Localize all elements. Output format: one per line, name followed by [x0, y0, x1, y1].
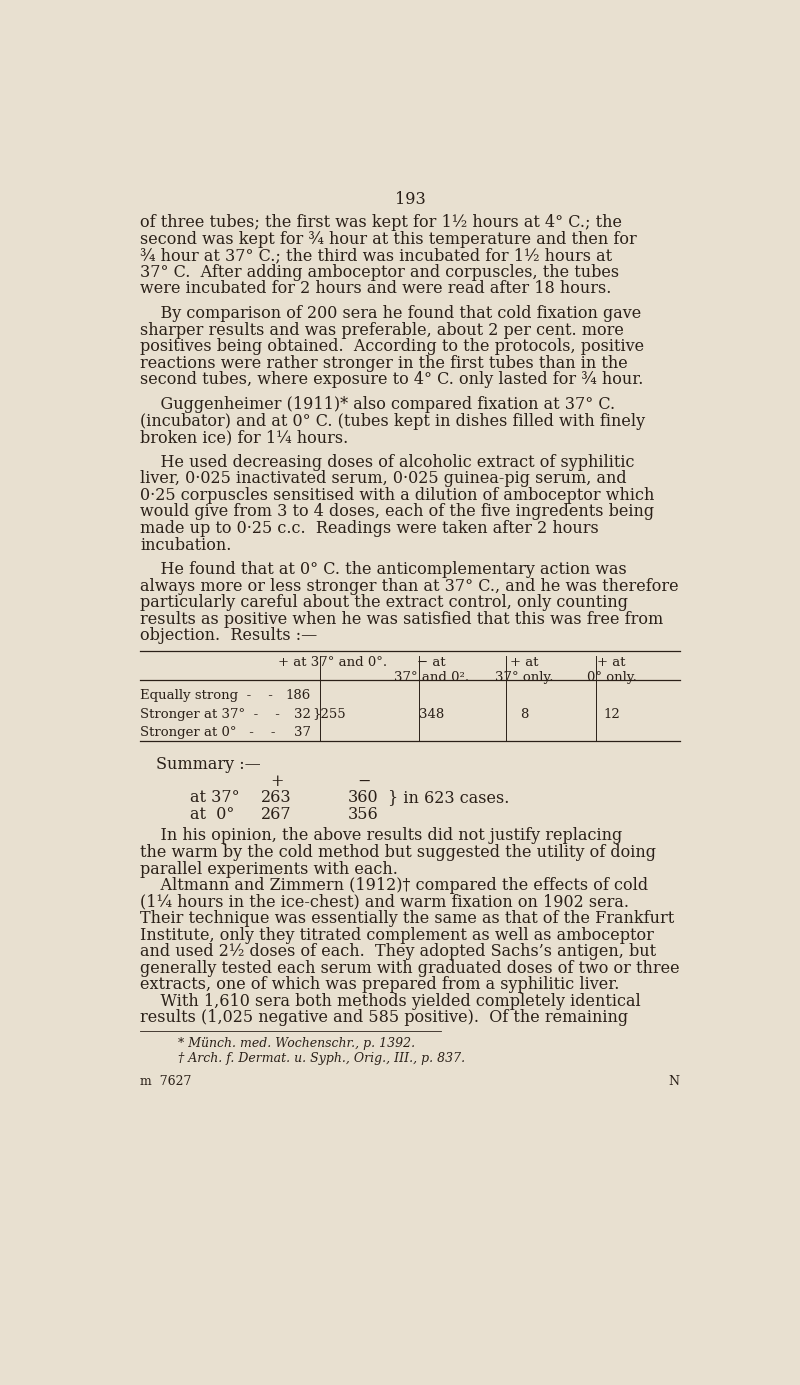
Text: 37° C.  After adding amboceptor and corpuscles, the tubes: 37° C. After adding amboceptor and corpu…: [140, 263, 619, 281]
Text: N: N: [669, 1075, 680, 1089]
Text: 0° only.: 0° only.: [586, 672, 637, 684]
Text: m  7627: m 7627: [140, 1075, 192, 1089]
Text: 37° and 0².: 37° and 0².: [394, 672, 470, 684]
Text: parallel experiments with each.: parallel experiments with each.: [140, 860, 398, 878]
Text: of three tubes; the first was kept for 1½ hours at 4° C.; the: of three tubes; the first was kept for 1…: [140, 215, 622, 231]
Text: second tubes, where exposure to 4° C. only lasted for ¾ hour.: second tubes, where exposure to 4° C. on…: [140, 371, 644, 388]
Text: generally tested each serum with graduated doses of two or three: generally tested each serum with graduat…: [140, 960, 680, 976]
Text: at  0°: at 0°: [190, 806, 234, 823]
Text: Stronger at 37°  -    -: Stronger at 37° - -: [140, 708, 280, 720]
Text: In his opinion, the above results did not justify replacing: In his opinion, the above results did no…: [140, 827, 622, 845]
Text: sharper results and was preferable, about 2 per cent. more: sharper results and was preferable, abou…: [140, 321, 624, 339]
Text: positives being obtained.  According to the protocols, positive: positives being obtained. According to t…: [140, 338, 645, 355]
Text: + at: + at: [510, 656, 539, 669]
Text: extracts, one of which was prepared from a syphilitic liver.: extracts, one of which was prepared from…: [140, 976, 620, 993]
Text: }255: }255: [313, 708, 346, 720]
Text: } in 623 cases.: } in 623 cases.: [388, 789, 510, 806]
Text: always more or less stronger than at 37° C., and he was therefore: always more or less stronger than at 37°…: [140, 578, 679, 594]
Text: + at: + at: [598, 656, 626, 669]
Text: 37: 37: [294, 726, 310, 738]
Text: 32: 32: [294, 708, 310, 720]
Text: made up to 0·25 c.c.  Readings were taken after 2 hours: made up to 0·25 c.c. Readings were taken…: [140, 519, 599, 537]
Text: * Münch. med. Wochenschr., p. 1392.: * Münch. med. Wochenschr., p. 1392.: [178, 1036, 414, 1050]
Text: + at 37° and 0°.: + at 37° and 0°.: [278, 656, 387, 669]
Text: (1¼ hours in the ice-chest) and warm fixation on 1902 sera.: (1¼ hours in the ice-chest) and warm fix…: [140, 893, 630, 910]
Text: 348: 348: [419, 708, 444, 720]
Text: +: +: [270, 773, 283, 789]
Text: results as positive when he was satisfied that this was free from: results as positive when he was satisfie…: [140, 611, 663, 627]
Text: With 1,610 sera both methods yielded completely identical: With 1,610 sera both methods yielded com…: [140, 993, 641, 1010]
Text: Summary :—: Summary :—: [156, 756, 261, 773]
Text: Equally strong  -    -: Equally strong - -: [140, 690, 273, 702]
Text: Stronger at 0°   -    -: Stronger at 0° - -: [140, 726, 276, 738]
Text: second was kept for ¾ hour at this temperature and then for: second was kept for ¾ hour at this tempe…: [140, 231, 637, 248]
Text: 0·25 corpuscles sensitised with a dilution of amboceptor which: 0·25 corpuscles sensitised with a diluti…: [140, 488, 654, 504]
Text: 263: 263: [262, 789, 292, 806]
Text: the warm by the cold method but suggested the utility of doing: the warm by the cold method but suggeste…: [140, 843, 656, 861]
Text: 356: 356: [348, 806, 379, 823]
Text: at 37°: at 37°: [190, 789, 239, 806]
Text: −: −: [357, 773, 370, 789]
Text: results (1,025 negative and 585 positive).  Of the remaining: results (1,025 negative and 585 positive…: [140, 1010, 629, 1026]
Text: 193: 193: [394, 191, 426, 208]
Text: liver, 0·025 inactivated serum, 0·025 guinea-pig serum, and: liver, 0·025 inactivated serum, 0·025 gu…: [140, 471, 627, 488]
Text: Their technique was essentially the same as that of the Frankfurt: Their technique was essentially the same…: [140, 910, 674, 927]
Text: He found that at 0° C. the anticomplementary action was: He found that at 0° C. the anticomplemen…: [140, 561, 627, 579]
Text: particularly careful about the extract control, only counting: particularly careful about the extract c…: [140, 594, 628, 611]
Text: Guggenheimer (1911)* also compared fixation at 37° C.: Guggenheimer (1911)* also compared fixat…: [140, 396, 615, 413]
Text: Institute, only they titrated complement as well as amboceptor: Institute, only they titrated complement…: [140, 927, 654, 943]
Text: (incubator) and at 0° C. (tubes kept in dishes filled with finely: (incubator) and at 0° C. (tubes kept in …: [140, 413, 646, 429]
Text: 8: 8: [521, 708, 529, 720]
Text: incubation.: incubation.: [140, 536, 232, 554]
Text: † Arch. f. Dermat. u. Syph., Orig., III., p. 837.: † Arch. f. Dermat. u. Syph., Orig., III.…: [178, 1051, 465, 1065]
Text: 37° only.: 37° only.: [495, 672, 554, 684]
Text: and used 2½ doses of each.  They adopted Sachs’s antigen, but: and used 2½ doses of each. They adopted …: [140, 943, 657, 960]
Text: Altmann and Zimmern (1912)† compared the effects of cold: Altmann and Zimmern (1912)† compared the…: [140, 877, 649, 895]
Text: By comparison of 200 sera he found that cold fixation gave: By comparison of 200 sera he found that …: [140, 305, 642, 323]
Text: reactions were rather stronger in the first tubes than in the: reactions were rather stronger in the fi…: [140, 355, 628, 371]
Text: were incubated for 2 hours and were read after 18 hours.: were incubated for 2 hours and were read…: [140, 280, 612, 298]
Text: 186: 186: [286, 690, 310, 702]
Text: 360: 360: [348, 789, 379, 806]
Text: would give from 3 to 4 doses, each of the five ingredents being: would give from 3 to 4 doses, each of th…: [140, 504, 654, 521]
Text: ¾ hour at 37° C.; the third was incubated for 1½ hours at: ¾ hour at 37° C.; the third was incubate…: [140, 248, 613, 265]
Text: objection.  Results :—: objection. Results :—: [140, 627, 318, 644]
Text: broken ice) for 1¼ hours.: broken ice) for 1¼ hours.: [140, 429, 349, 446]
Text: He used decreasing doses of alcoholic extract of syphilitic: He used decreasing doses of alcoholic ex…: [140, 454, 635, 471]
Text: 267: 267: [262, 806, 292, 823]
Text: − at: − at: [418, 656, 446, 669]
Text: 12: 12: [603, 708, 620, 720]
